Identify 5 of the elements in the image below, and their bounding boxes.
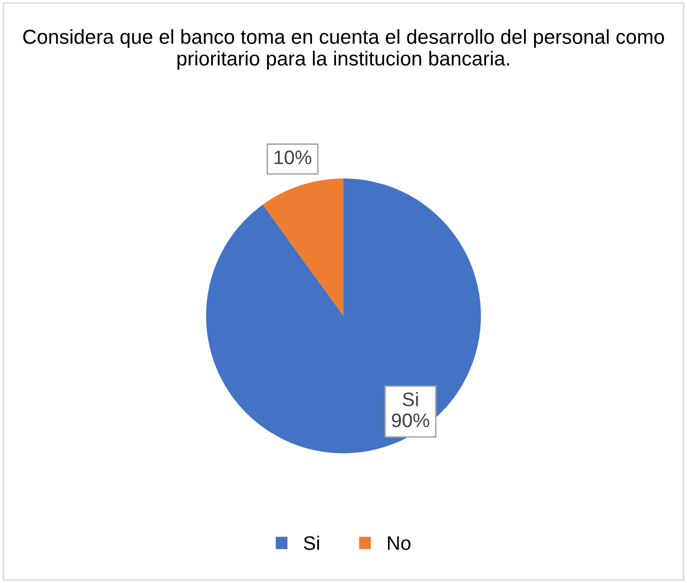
data-label: 10% (274, 150, 312, 164)
legend-label: No (388, 536, 410, 550)
legend-label: Si (304, 536, 319, 550)
data-label: Si 90% (392, 392, 430, 428)
chart-title: Considera que el banco toma en cuenta el desarrollo del personal como prioritario para la institucion bancaria. (23, 29, 664, 70)
